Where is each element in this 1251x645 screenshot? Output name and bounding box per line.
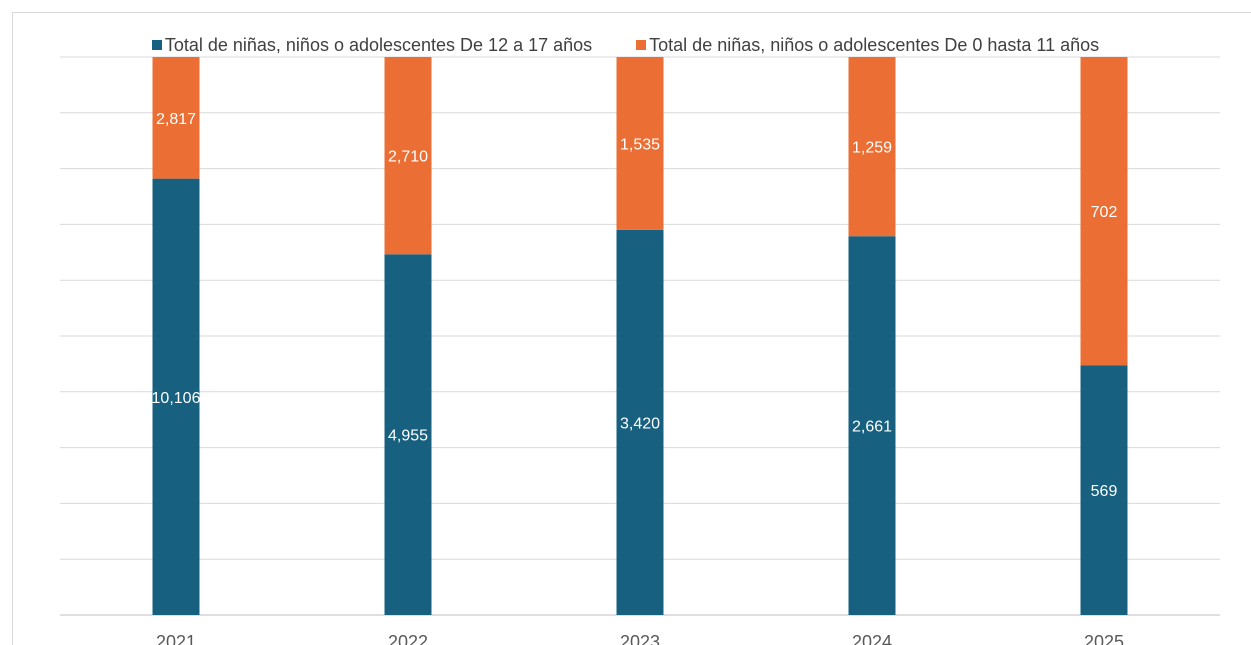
chart-frame [12,12,1251,645]
bar-segment-2021-s1 [152,57,200,179]
bar-segment-2023-s1 [616,57,664,230]
data-label-2024-s0: 2,661 [852,419,892,436]
legend-swatch-12-17 [151,40,162,50]
data-label-2022-s1: 2,710 [388,149,428,166]
legend-swatch-0-11 [636,40,647,50]
data-label-2025-s0: 569 [1091,483,1118,500]
x-tick-label-2024: 2024 [852,632,892,645]
chart-legend: Total de niñas, niños o adolescentes De … [0,34,1251,56]
x-tick-label-2021: 2021 [156,632,196,645]
bar-segment-2022-s0 [384,254,432,615]
data-label-2021-s1: 2,817 [156,111,196,128]
bar-segment-2023-s0 [616,229,664,615]
data-label-2022-s0: 4,955 [388,428,428,445]
data-label-2023-s1: 1,535 [620,136,660,153]
legend-label-12-17: Total de niñas, niños o adolescentes De … [164,34,593,55]
data-label-2021-s0: 10,106 [152,390,201,407]
bar-segment-2024-s0 [848,236,896,616]
legend-item-12-17: Total de niñas, niños o adolescentes De … [151,34,593,56]
x-tick-label-2022: 2022 [388,632,428,645]
data-label-2023-s0: 3,420 [620,415,660,432]
data-label-2025-s1: 702 [1091,204,1118,221]
bar-segment-2022-s1 [384,57,432,255]
legend-item-0-11: Total de niñas, niños o adolescentes De … [636,34,1099,56]
bar-segment-2021-s0 [152,178,200,615]
x-tick-label-2025: 2025 [1084,632,1124,645]
legend-label-0-11: Total de niñas, niños o adolescentes De … [649,34,1100,55]
bar-segment-2025-s0 [1080,365,1128,615]
x-tick-label-2023: 2023 [620,632,660,645]
bar-segment-2024-s1 [848,57,896,237]
data-label-2024-s1: 1,259 [852,140,892,157]
bar-segment-2025-s1 [1080,57,1128,366]
